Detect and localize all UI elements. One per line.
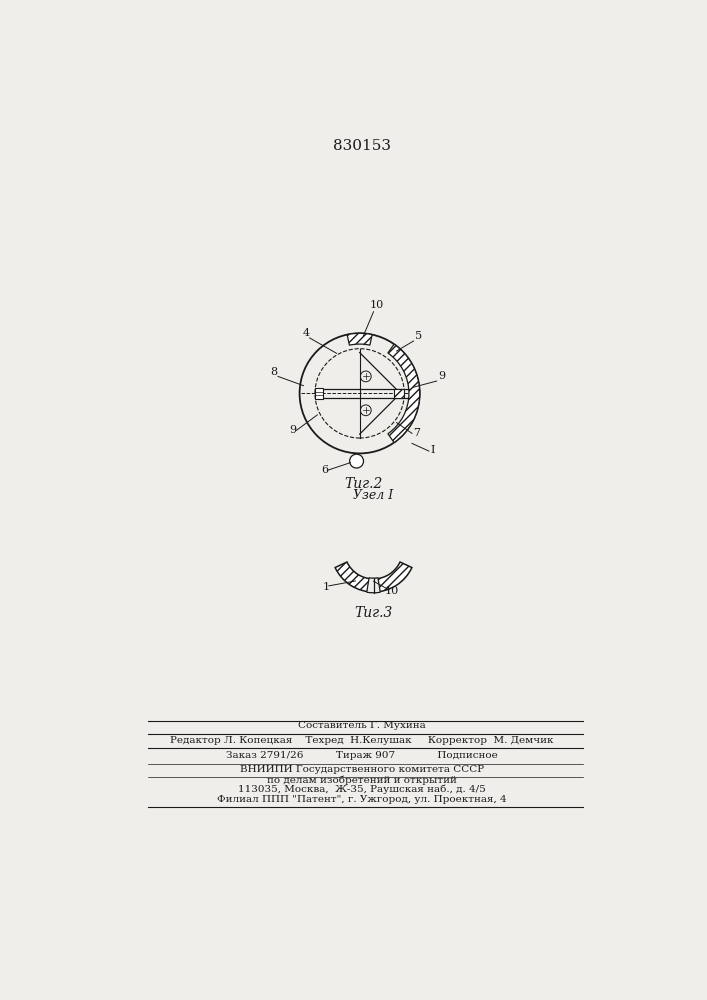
Text: 1: 1: [322, 582, 329, 592]
Text: 7: 7: [414, 428, 421, 438]
Text: 10: 10: [385, 586, 399, 596]
Text: 830153: 830153: [333, 139, 391, 153]
Bar: [315, 388, 322, 399]
Text: Редактор Л. Копецкая    Техред  Н.Келушак     Корректор  М. Демчик: Редактор Л. Копецкая Техред Н.Келушак Ко…: [170, 736, 554, 745]
Text: по делам изобретений и открытий: по делам изобретений и открытий: [267, 775, 457, 785]
Text: 4: 4: [303, 328, 310, 338]
Text: Филиал ППП "Патент", г. Ужгород, ул. Проектная, 4: Филиал ППП "Патент", г. Ужгород, ул. Про…: [217, 795, 507, 804]
Text: 6: 6: [321, 465, 328, 475]
Text: 9: 9: [290, 425, 297, 435]
Text: ВНИИПИ Государственного комитета СССР: ВНИИПИ Государственного комитета СССР: [240, 765, 484, 774]
Text: 10: 10: [370, 300, 384, 310]
Text: Τиг.2: Τиг.2: [344, 477, 382, 491]
Text: Составитель Г. Мухина: Составитель Г. Мухина: [298, 721, 426, 730]
Text: I: I: [431, 445, 435, 455]
Text: Заказ 2791/26          Тираж 907             Подписное: Заказ 2791/26 Тираж 907 Подписное: [226, 751, 498, 760]
Wedge shape: [335, 562, 412, 592]
Wedge shape: [388, 344, 420, 443]
Text: 9: 9: [438, 371, 445, 381]
Bar: [394, 389, 404, 398]
Text: 8: 8: [270, 367, 277, 377]
Text: Τиг.3: Τиг.3: [354, 606, 392, 620]
Circle shape: [350, 454, 363, 468]
Wedge shape: [347, 333, 372, 345]
Wedge shape: [367, 578, 380, 593]
Text: 5: 5: [415, 331, 422, 341]
Text: Узел I: Узел I: [354, 489, 394, 502]
Text: 113035, Москва,  Ж-35, Раушская наб., д. 4/5: 113035, Москва, Ж-35, Раушская наб., д. …: [238, 784, 486, 794]
